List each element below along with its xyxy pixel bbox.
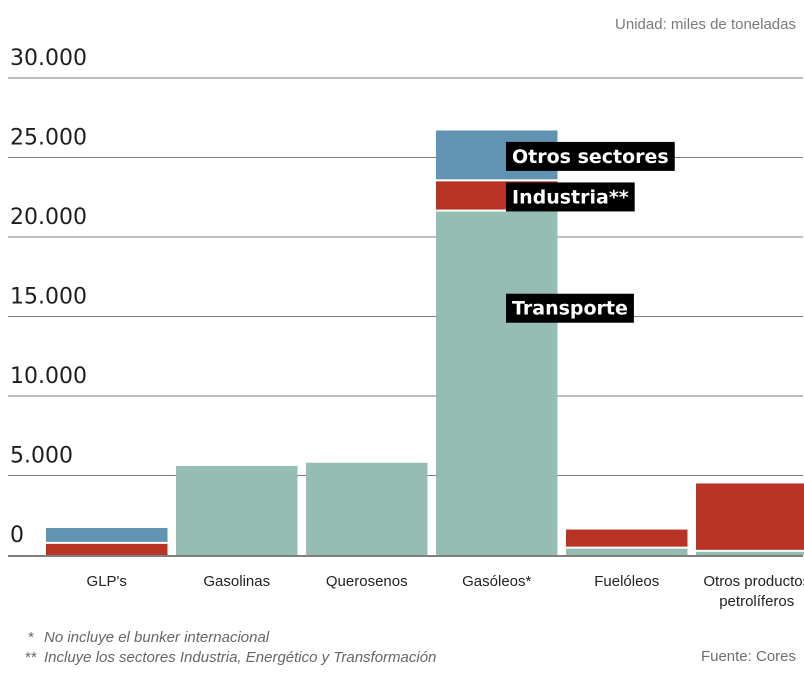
bar-0-2 (46, 527, 168, 542)
y-tick-label-10000: 10.000 (10, 364, 87, 389)
x-tick-label-5-1: petrolíferos (719, 593, 794, 610)
x-tick-label-4: Fuelóleos (594, 573, 659, 590)
y-tick-label-20000: 20.000 (10, 205, 87, 230)
series-label-bg-0 (506, 293, 634, 323)
footnote-1: * No incluye el bunker internacional (18, 628, 436, 648)
y-tick-label-5000: 5.000 (10, 444, 73, 469)
series-label-text-0: Transporte (512, 298, 628, 320)
y-tick-label-30000: 30.000 (10, 46, 87, 71)
series-label-text-1: Industria** (512, 186, 629, 208)
series-label-0: Transporte (506, 293, 634, 323)
footnotes: * No incluye el bunker internacional ** In… (18, 628, 436, 668)
x-tick-label-1: Gasolinas (203, 573, 270, 590)
x-tick-label-5-0: Otros productos (703, 573, 804, 590)
x-tick-label-3: Gasóleos* (462, 573, 531, 590)
footnote-1-text: No incluye el bunker internacional (44, 629, 270, 646)
footnote-1-mark: * (28, 629, 34, 646)
footnote-2-mark: ** (25, 649, 37, 666)
bars (46, 130, 804, 555)
footnote-2: ** Incluye los sectores Industria, Energé… (18, 648, 436, 668)
bar-3-0 (436, 211, 558, 555)
bar-5-1 (696, 483, 804, 550)
y-tick-label-0: 0 (10, 523, 24, 548)
bar-1-0 (176, 465, 298, 555)
y-tick-label-15000: 15.000 (10, 285, 87, 310)
gridlines (8, 77, 803, 476)
series-label-text-2: Otros sectores (512, 146, 669, 168)
bar-4-0 (566, 548, 688, 555)
bar-4-1 (566, 529, 688, 547)
bar-5-0 (696, 551, 804, 555)
bar-2-0 (306, 462, 428, 555)
series-label-bg-1 (506, 182, 635, 212)
x-axis: GLP's Gasolinas Querosenos Gasóleos* Fuelóle… (8, 555, 804, 610)
y-axis: 0 5.000 10.000 15.000 20.000 25.000 30.000 (10, 46, 87, 548)
series-label-bg-2 (506, 141, 675, 171)
series-labels: Transporte Industria** Otros sectores (506, 141, 675, 323)
series-label-1: Industria** (506, 182, 635, 212)
unit-label: Unidad: miles de toneladas (615, 16, 796, 33)
x-tick-label-2: Querosenos (326, 573, 408, 590)
source-label: Fuente: Cores (700, 648, 796, 665)
bar-0-1 (46, 543, 168, 555)
y-tick-label-25000: 25.000 (10, 126, 87, 151)
series-label-2: Otros sectores (506, 141, 675, 171)
x-tick-label-0: GLP's (87, 573, 127, 590)
footnote-2-text: Incluye los sectores Industria, Energéti… (44, 649, 437, 666)
